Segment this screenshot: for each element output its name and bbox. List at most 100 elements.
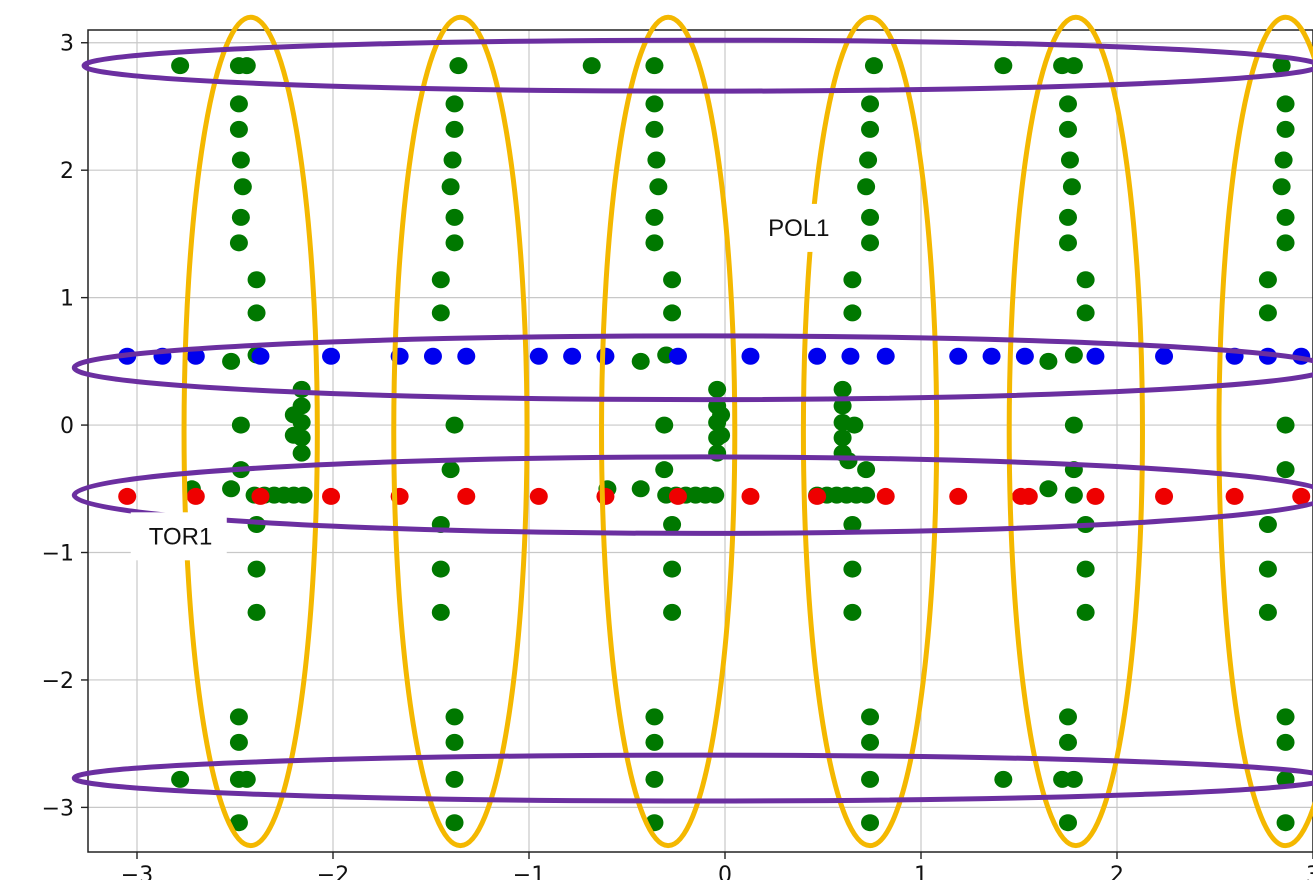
data-point: [833, 429, 852, 447]
data-point: [284, 406, 303, 424]
data-point: [876, 347, 895, 365]
annotation-box: [750, 203, 847, 252]
data-point: [663, 515, 682, 533]
data-point: [1064, 486, 1083, 504]
data-point: [322, 487, 341, 505]
data-point: [645, 95, 664, 113]
x-tick-label: 1: [914, 863, 928, 880]
data-point: [247, 304, 266, 322]
data-point: [118, 487, 137, 505]
data-point: [457, 347, 476, 365]
data-point: [1064, 416, 1083, 434]
data-point: [284, 426, 303, 444]
data-point: [457, 487, 476, 505]
data-point: [857, 178, 876, 196]
data-point: [229, 234, 248, 252]
y-tick-label: 3: [60, 32, 74, 57]
data-point: [861, 814, 880, 832]
data-point: [645, 208, 664, 226]
data-point: [229, 95, 248, 113]
data-point: [237, 57, 256, 75]
data-point: [1155, 487, 1174, 505]
data-point: [222, 352, 241, 370]
data-point: [431, 271, 450, 289]
data-point: [843, 515, 862, 533]
data-point: [668, 347, 687, 365]
data-point: [445, 770, 464, 788]
data-point: [655, 416, 674, 434]
data-point: [1086, 347, 1105, 365]
data-point: [186, 487, 205, 505]
data-point: [449, 57, 468, 75]
data-point: [645, 57, 664, 75]
data-point: [1276, 814, 1295, 832]
data-point: [233, 178, 252, 196]
vertical-ellipse-marker: [181, 14, 320, 849]
annotations: POL1 TOR1: [130, 203, 847, 561]
data-point: [1059, 733, 1077, 751]
data-point: [229, 120, 248, 138]
data-point: [808, 487, 827, 505]
data-point: [949, 487, 968, 505]
data-point: [445, 208, 464, 226]
data-point: [171, 770, 190, 788]
data-point: [843, 304, 862, 322]
data-point: [1225, 487, 1244, 505]
data-point: [645, 708, 664, 726]
data-point: [1039, 352, 1058, 370]
data-point: [833, 397, 852, 415]
plot-frame: [87, 29, 1313, 853]
data-point: [229, 708, 248, 726]
data-point: [247, 603, 266, 621]
data-point: [1064, 346, 1083, 364]
data-point: [645, 733, 664, 751]
data-point: [431, 603, 450, 621]
annotation-label: TOR1: [149, 523, 213, 550]
data-point: [229, 733, 248, 751]
x-tick-label: 3: [1306, 863, 1313, 880]
data-point: [841, 347, 860, 365]
data-point: [1059, 234, 1077, 252]
data-point: [741, 487, 760, 505]
data-point: [1276, 208, 1295, 226]
x-tick-label: −2: [317, 863, 349, 880]
data-point: [994, 57, 1013, 75]
data-point: [1086, 487, 1105, 505]
data-point: [1039, 480, 1058, 498]
data-point: [1274, 151, 1293, 169]
data-point: [982, 347, 1001, 365]
vertical-ellipse-marker: [800, 14, 940, 849]
data-point: [861, 208, 880, 226]
data-point: [1258, 603, 1277, 621]
vertical-ellipse-marker: [1006, 14, 1145, 849]
data-point: [1258, 515, 1277, 533]
data-point: [861, 120, 880, 138]
data-point: [994, 770, 1013, 788]
data-point: [1064, 57, 1083, 75]
axis-ticks: −3 −2 −1 0 1 2 3 3 2 1 0 −1 −2 −3: [42, 32, 1313, 880]
data-point: [1059, 708, 1077, 726]
data-point: [247, 560, 266, 578]
data-point: [861, 770, 880, 788]
vertical-ellipse-marker: [1216, 14, 1313, 849]
x-tick-label: 0: [718, 863, 732, 880]
data-point: [668, 487, 687, 505]
vertical-ellipse-marker: [391, 14, 530, 849]
data-point: [1059, 95, 1077, 113]
data-point: [529, 487, 548, 505]
data-point: [445, 814, 464, 832]
data-point: [1292, 487, 1311, 505]
vertical-ellipse-marker: [599, 14, 738, 849]
data-point: [1272, 57, 1291, 75]
data-point: [706, 486, 725, 504]
data-point: [443, 151, 462, 169]
grid-lines: [88, 30, 1313, 852]
data-point: [292, 444, 311, 462]
data-point: [1155, 347, 1174, 365]
data-point: [596, 487, 615, 505]
data-point: [861, 95, 880, 113]
data-point: [431, 560, 450, 578]
data-point: [1258, 271, 1277, 289]
horizontal-ellipse-marker: [71, 333, 1313, 403]
data-point: [1064, 770, 1083, 788]
